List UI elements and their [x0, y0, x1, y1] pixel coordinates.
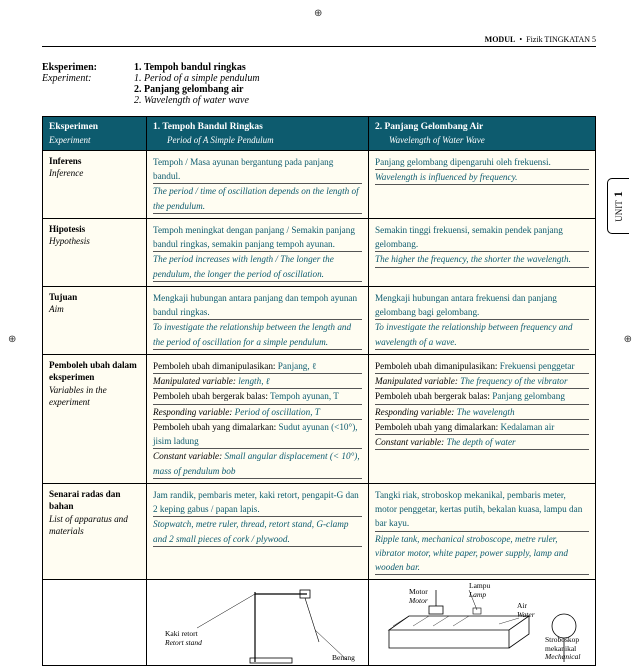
module-sep: •: [519, 35, 522, 44]
title-r1-en: 1. Period of a simple pendulum: [134, 73, 260, 84]
pemb-c2-p2: Pemboleh ubah bergerak balas:: [375, 391, 490, 401]
diagram-row: Kaki retort Retort stand Benang: [42, 580, 596, 666]
label-inferens-en: Inference: [49, 167, 140, 179]
reg-mark-left: ⊕: [8, 334, 16, 345]
module-header: MODUL • Fizik TINGKATAN 5: [485, 35, 596, 44]
pendulum-svg: [147, 580, 369, 666]
experiment-table: Eksperimen Experiment 1. Tempoh Bandul R…: [42, 116, 596, 580]
motor-label: Motor Motor: [409, 588, 428, 605]
pemb-c1-p1a: Panjang, ℓ: [278, 361, 317, 371]
row-pemboleh: Pemboleh ubah dalam eksperimen Variables…: [43, 354, 596, 483]
pemb-c2-p2e: Responding variable:: [375, 407, 454, 417]
label-pemboleh-ms: Pemboleh ubah dalam eksperimen: [49, 359, 140, 384]
pemb-c1-p1: Pemboleh ubah dimanipulasikan:: [153, 361, 275, 371]
pemb-c2-p1: Pemboleh ubah dimanipulasikan:: [375, 361, 497, 371]
th-pendulum: 1. Tempoh Bandul Ringkas Period of A Sim…: [147, 117, 369, 151]
th-wave: 2. Panjang Gelombang Air Wavelength of W…: [369, 117, 596, 151]
unit-number: 1: [611, 191, 625, 197]
pemb-c1-p2ea: Period of oscillation, T: [235, 407, 320, 417]
hipotesis-c1-ms: Tempoh meningkat dengan panjang / Semaki…: [153, 223, 362, 253]
title-r1-ms: 1. Tempoh bandul ringkas: [134, 62, 260, 73]
diagram-ripple: Motor Motor Lampu Lamp Air Water Strobos…: [369, 580, 595, 665]
pemb-c2-p3e: Constant variable:: [375, 437, 444, 447]
radas-c1-en: Stopwatch, metre ruler, thread, retort s…: [153, 517, 362, 547]
module-subject: Fizik TINGKATAN 5: [526, 35, 596, 44]
hipotesis-c2-en: The higher the frequency, the shorter th…: [375, 252, 589, 267]
tujuan-c2-en: To investigate the relationship between …: [375, 320, 589, 350]
inferens-c2-en: Wavelength is influenced by frequency.: [375, 170, 589, 185]
strob-label: Stroboskop mekanikal Mechanical: [545, 636, 595, 661]
lampu-label: Lampu Lamp: [469, 582, 490, 599]
title-r2-en: 2. Wavelength of water wave: [134, 95, 260, 106]
diagram-label-col: [43, 580, 147, 665]
radas-c2-en: Ripple tank, mechanical stroboscope, met…: [375, 532, 589, 576]
row-radas: Senarai radas dan bahan List of apparatu…: [43, 483, 596, 580]
pemb-c2-p1e: Manipulated variable:: [375, 376, 458, 386]
pemb-c2-p1ea: The frequency of the vibrator: [460, 376, 567, 386]
module-label: MODUL: [485, 35, 516, 44]
pemb-c2-p3a: Kedalaman air: [501, 422, 555, 432]
row-hipotesis: Hipotesis Hypothesis Tempoh meningkat de…: [43, 218, 596, 286]
inferens-c1-ms: Tempoh / Masa ayunan bergantung pada pan…: [153, 155, 362, 185]
th-experiment: Eksperimen Experiment: [43, 117, 147, 151]
benang-label: Benang: [332, 654, 355, 662]
label-inferens-ms: Inferens: [49, 155, 140, 167]
label-hipotesis-en: Hypothesis: [49, 235, 140, 247]
pemb-c2-p2a: Panjang gelombang: [492, 391, 565, 401]
radas-c1-ms: Jam randik, pembaris meter, kaki retort,…: [153, 488, 362, 518]
title-left-en: Experiment:: [42, 73, 134, 84]
row-inferens: Inferens Inference Tempoh / Masa ayunan …: [43, 150, 596, 218]
unit-tab: UNIT 1: [607, 178, 629, 234]
inferens-c2-ms: Panjang gelombang dipengaruhi oleh freku…: [375, 155, 589, 170]
air-label: Air Water: [517, 602, 535, 619]
pemb-c1-p2: Pemboleh ubah bergerak balas:: [153, 391, 268, 401]
tujuan-c1-en: To investigate the relationship between …: [153, 320, 362, 350]
row-tujuan: Tujuan Aim Mengkaji hubungan antara panj…: [43, 286, 596, 354]
reg-mark-right: ⊕: [624, 334, 632, 345]
pemb-c1-p1ea: length, ℓ: [238, 376, 269, 386]
unit-label: UNIT: [614, 200, 624, 221]
label-tujuan-en: Aim: [49, 303, 140, 315]
tujuan-c2-ms: Mengkaji hubungan antara frekuensi dan p…: [375, 291, 589, 321]
tujuan-c1-ms: Mengkaji hubungan antara panjang dan tem…: [153, 291, 362, 321]
hipotesis-c1-en: The period increases with length / The l…: [153, 252, 362, 282]
pemb-c2-p3: Pemboleh ubah yang dimalarkan:: [375, 422, 498, 432]
diagram-pendulum: Kaki retort Retort stand Benang: [147, 580, 369, 665]
pemb-c1-p2e: Responding variable:: [153, 407, 232, 417]
hipotesis-c2-ms: Semakin tinggi frekuensi, semakin pendek…: [375, 223, 589, 253]
pemb-c2-p1a: Frekuensi penggetar: [500, 361, 575, 371]
label-pemboleh-en: Variables in the experiment: [49, 384, 140, 409]
label-radas-ms: Senarai radas dan bahan: [49, 488, 140, 513]
header-rule: [42, 46, 596, 47]
pemb-c1-p3: Pemboleh ubah yang dimalarkan:: [153, 422, 276, 432]
label-tujuan-ms: Tujuan: [49, 291, 140, 303]
retort-label: Kaki retort Retort stand: [165, 630, 202, 647]
label-radas-en: List of apparatus and materials: [49, 513, 140, 538]
radas-c2-ms: Tangki riak, stroboskop mekanikal, pemba…: [375, 488, 589, 532]
title-left-ms: Eksperimen:: [42, 62, 134, 73]
pemb-c1-p2a: Tempoh ayunan, T: [270, 391, 339, 401]
pemb-c1-p3e: Constant variable:: [153, 451, 222, 461]
reg-mark-top: ⊕: [314, 8, 322, 19]
title-r2-ms: 2. Panjang gelombang air: [134, 84, 260, 95]
pemb-c2-p2ea: The wavelength: [457, 407, 515, 417]
pemb-c2-p3ea: The depth of water: [446, 437, 515, 447]
pemb-c1-p1e: Manipulated variable:: [153, 376, 236, 386]
label-hipotesis-ms: Hipotesis: [49, 223, 140, 235]
experiment-title: Eksperimen: Experiment: 1. Tempoh bandul…: [42, 62, 596, 106]
inferens-c1-en: The period / time of oscillation depends…: [153, 184, 362, 214]
